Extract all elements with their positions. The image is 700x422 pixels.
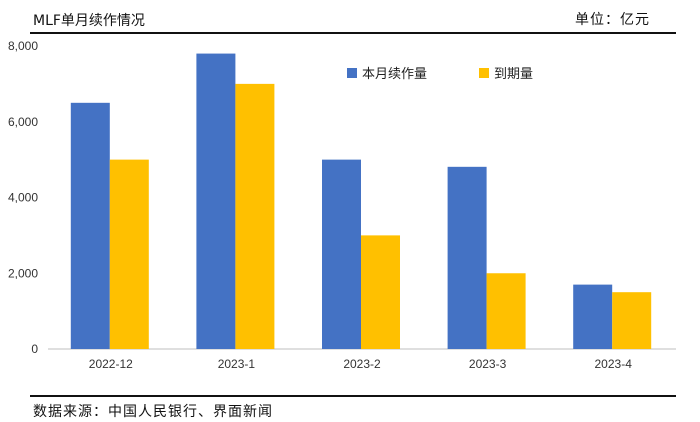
bar-maturity (361, 235, 400, 349)
x-tick-label: 2023-3 (469, 357, 507, 371)
bottom-divider (30, 395, 676, 397)
chart-title: MLF单月续作情况 (33, 13, 145, 29)
x-tick-label: 2023-1 (218, 357, 256, 371)
x-tick-label: 2023-2 (343, 357, 381, 371)
legend-label: 到期量 (494, 67, 533, 82)
bar-renewal (573, 284, 613, 349)
y-tick-label: 6,000 (8, 115, 38, 129)
bar-maturity (486, 273, 526, 349)
bar-renewal (196, 53, 236, 349)
x-tick-label: 2022-12 (89, 357, 133, 371)
top-divider (30, 32, 676, 34)
bar-maturity (109, 159, 149, 349)
legend-swatch (347, 68, 357, 78)
legend-swatch (479, 68, 489, 78)
data-source-note: 数据来源：中国人民银行、界面新闻 (33, 404, 273, 420)
unit-label: 单位：亿元 (575, 12, 650, 28)
bar-maturity (612, 292, 652, 349)
y-tick-label: 0 (31, 342, 38, 356)
bar-renewal (70, 102, 110, 349)
y-tick-label: 2,000 (8, 266, 38, 280)
bar-chart: 0 2,000 4,000 6,000 8,000 2022-12 2023-1 2023-2… (8, 39, 676, 371)
chart-header: MLF单月续作情况 单位：亿元 (0, 0, 700, 32)
y-tick-label: 4,000 (8, 191, 38, 205)
y-tick-label: 8,000 (8, 39, 38, 53)
bar-maturity (235, 83, 275, 349)
bar-renewal (322, 159, 361, 349)
legend-label: 本月续作量 (362, 67, 427, 82)
bar-renewal (447, 166, 487, 349)
x-tick-label: 2023-4 (595, 357, 633, 371)
